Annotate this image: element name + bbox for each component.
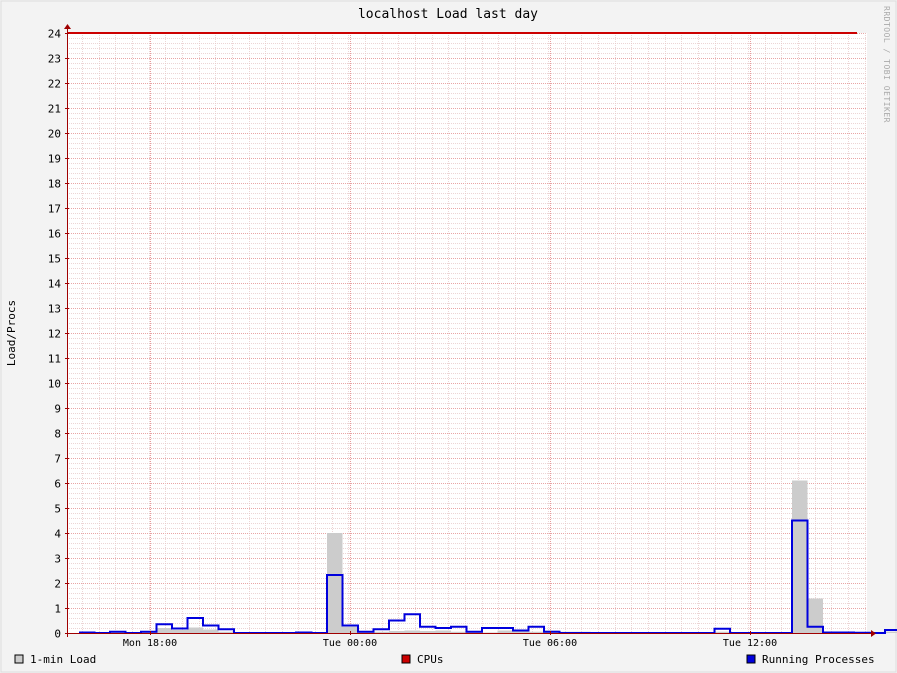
load-area-bar — [714, 631, 730, 633]
y-axis-label: Load/Procs — [5, 300, 18, 366]
load-area-bar — [156, 628, 172, 633]
y-tick-label: 19 — [48, 153, 61, 166]
load-area-bar — [482, 632, 498, 633]
legend-label-running: Running Processes — [762, 653, 875, 666]
chart-title: localhost Load last day — [358, 7, 538, 22]
load-area-bar — [885, 631, 897, 633]
load-area-bar — [513, 631, 529, 633]
load-area-bar — [327, 533, 343, 633]
legend-swatch-running — [746, 654, 756, 664]
y-tick-label: 14 — [48, 278, 62, 291]
legend-item-running: Running Processes — [746, 653, 875, 666]
y-tick-label: 2 — [54, 578, 61, 591]
load-area-bar — [203, 629, 219, 633]
x-axis-arrow — [871, 630, 876, 637]
y-tick-label: 16 — [48, 228, 61, 241]
y-tick-label: 6 — [54, 478, 61, 491]
legend-label-cpus: CPUs — [417, 653, 444, 666]
y-tick-label: 0 — [54, 628, 61, 641]
legend-swatch-load — [14, 654, 24, 664]
load-area-bar — [404, 630, 420, 633]
legend-swatch-cpus — [401, 654, 411, 664]
load-area-bar — [420, 631, 436, 633]
y-tick-label: 12 — [48, 328, 61, 341]
y-tick-label: 22 — [48, 78, 61, 91]
y-tick-label: 5 — [54, 503, 61, 516]
y-tick-label: 20 — [48, 128, 61, 141]
y-tick-label: 23 — [48, 53, 61, 66]
y-tick-label: 7 — [54, 453, 61, 466]
x-tick-label: Tue 12:00 — [723, 638, 777, 649]
load-area-bar — [807, 598, 823, 633]
load-area-bar — [187, 627, 203, 633]
load-area-bar — [342, 626, 358, 633]
y-tick-label: 17 — [48, 203, 61, 216]
y-axis-arrow — [64, 24, 71, 29]
y-tick-label: 13 — [48, 303, 61, 316]
load-area-bar — [218, 631, 234, 633]
y-tick-label: 8 — [54, 428, 61, 441]
load-area-bar — [451, 631, 467, 633]
load-area-bar — [435, 630, 451, 633]
y-tick-label: 3 — [54, 553, 61, 566]
x-tick-label: Mon 18:00 — [123, 638, 177, 649]
watermark: RRDTOOL / TOBI OETIKER — [882, 6, 891, 123]
y-tick-label: 1 — [54, 603, 61, 616]
load-area-bar — [389, 631, 405, 633]
legend-item-cpus: CPUs — [401, 653, 444, 666]
y-tick-label: 4 — [54, 528, 61, 541]
legend-label-load: 1-min Load — [30, 653, 96, 666]
y-tick-label: 24 — [48, 28, 62, 41]
y-tick-label: 18 — [48, 178, 61, 191]
y-tick-label: 10 — [48, 378, 61, 391]
y-tick-label: 15 — [48, 253, 61, 266]
x-tick-label: Tue 00:00 — [323, 638, 377, 649]
load-area-bar — [373, 631, 389, 633]
load-area-bar — [497, 630, 513, 633]
legend: 1-min Load CPUs Running Processes — [14, 653, 875, 666]
y-tick-label: 9 — [54, 403, 61, 416]
load-area-bar — [528, 631, 544, 633]
y-tick-label: 21 — [48, 103, 61, 116]
legend-item-load: 1-min Load — [14, 653, 96, 666]
x-tick-label: Tue 06:00 — [523, 638, 577, 649]
load-area-bar — [792, 480, 808, 633]
y-tick-label: 11 — [48, 353, 61, 366]
load-area-bar — [172, 630, 188, 633]
